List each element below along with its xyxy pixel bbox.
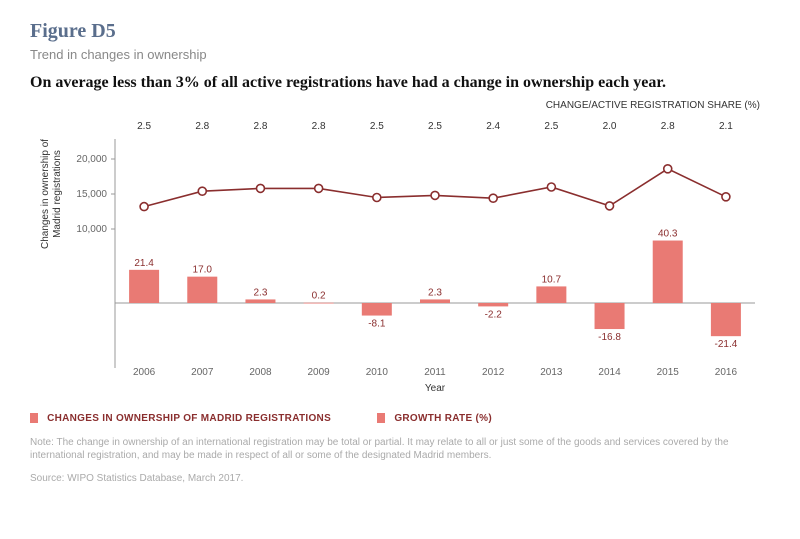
- svg-text:2012: 2012: [482, 367, 505, 378]
- svg-text:-16.8: -16.8: [598, 332, 621, 343]
- svg-text:2007: 2007: [191, 367, 214, 378]
- svg-text:10.7: 10.7: [542, 274, 562, 285]
- svg-text:2010: 2010: [366, 367, 389, 378]
- svg-text:2011: 2011: [424, 367, 446, 378]
- svg-text:21.4: 21.4: [134, 257, 154, 268]
- top-axis-label: CHANGE/ACTIVE REGISTRATION SHARE (%): [30, 100, 760, 111]
- legend-label-1: CHANGES IN OWNERSHIP OF MADRID REGISTRAT…: [47, 413, 331, 424]
- svg-text:-2.2: -2.2: [485, 309, 503, 320]
- svg-text:2.4: 2.4: [486, 121, 500, 132]
- svg-text:20,000: 20,000: [76, 154, 107, 165]
- legend-swatch-1: [30, 413, 38, 423]
- figure-headline: On average less than 3% of all active re…: [30, 72, 770, 94]
- svg-text:2015: 2015: [657, 367, 680, 378]
- svg-text:2.5: 2.5: [428, 121, 442, 132]
- svg-text:Madrid registrations: Madrid registrations: [52, 150, 63, 238]
- svg-text:2.5: 2.5: [137, 121, 151, 132]
- svg-text:2009: 2009: [308, 367, 331, 378]
- figure-source: Source: WIPO Statistics Database, March …: [30, 473, 770, 484]
- svg-text:10,000: 10,000: [76, 224, 107, 235]
- figure-note: Note: The change in ownership of an inte…: [30, 436, 770, 463]
- svg-text:2.5: 2.5: [544, 121, 558, 132]
- svg-text:-8.1: -8.1: [368, 318, 386, 329]
- combo-chart: 2.5 2.8 2.8 2.8 2.5 2.5 2.4 2.5 2.0 2.8 2.1 10,000 1…: [30, 113, 770, 393]
- svg-text:2016: 2016: [715, 367, 738, 378]
- svg-text:Changes in ownership of: Changes in ownership of: [40, 138, 51, 248]
- svg-text:Year: Year: [425, 383, 446, 393]
- figure-number: Figure D5: [30, 20, 770, 43]
- svg-text:2.0: 2.0: [603, 121, 617, 132]
- svg-text:2.3: 2.3: [254, 287, 268, 298]
- chart-container: 2.5 2.8 2.8 2.8 2.5 2.5 2.4 2.5 2.0 2.8 2.1 10,000 1…: [30, 113, 770, 403]
- svg-text:0.2: 0.2: [312, 290, 326, 301]
- svg-text:2014: 2014: [598, 367, 621, 378]
- legend-label-2: GROWTH RATE (%): [394, 413, 492, 424]
- svg-text:17.0: 17.0: [193, 264, 213, 275]
- svg-text:-21.4: -21.4: [715, 339, 738, 350]
- svg-text:2.3: 2.3: [428, 287, 442, 298]
- svg-text:2.8: 2.8: [312, 121, 326, 132]
- svg-text:15,000: 15,000: [76, 189, 107, 200]
- svg-text:2013: 2013: [540, 367, 563, 378]
- svg-text:2.1: 2.1: [719, 121, 733, 132]
- svg-text:2.8: 2.8: [661, 121, 675, 132]
- svg-text:2.5: 2.5: [370, 121, 384, 132]
- figure-subtitle: Trend in changes in ownership: [30, 47, 770, 62]
- svg-text:2008: 2008: [249, 367, 272, 378]
- legend: CHANGES IN OWNERSHIP OF MADRID REGISTRAT…: [30, 413, 770, 424]
- svg-text:2006: 2006: [133, 367, 156, 378]
- svg-text:2.8: 2.8: [195, 121, 209, 132]
- legend-swatch-2: [377, 413, 385, 423]
- svg-text:2.8: 2.8: [254, 121, 268, 132]
- svg-text:40.3: 40.3: [658, 228, 678, 239]
